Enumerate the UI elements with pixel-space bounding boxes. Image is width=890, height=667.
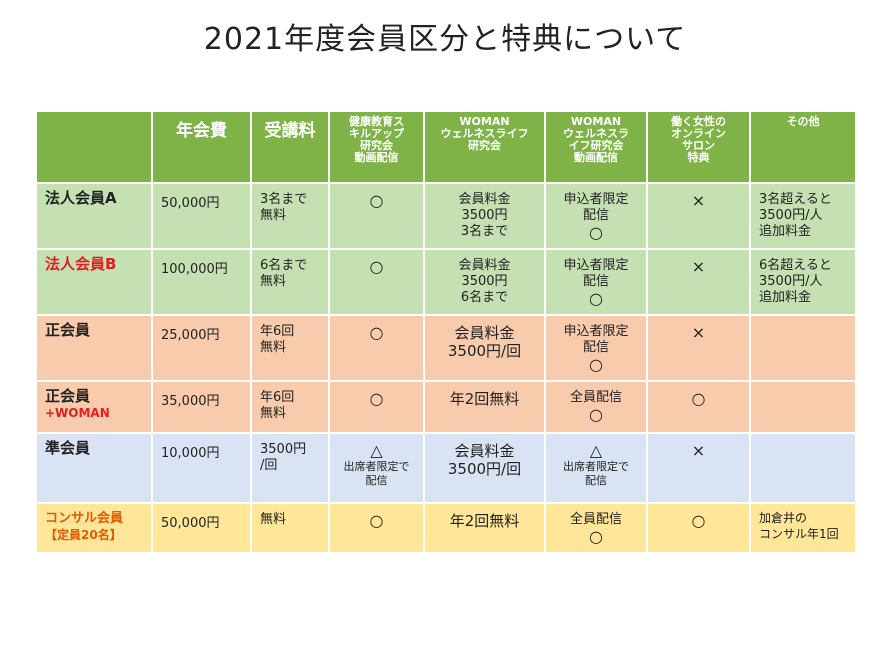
other: [749, 380, 857, 434]
annual-fee: 10,000円: [151, 432, 252, 504]
header-woman-video: WOMAN ウェルネスラ イフ研究会 動画配信: [544, 110, 648, 184]
skillup-video: ○: [328, 182, 425, 250]
table-row: 法人会員B 100,000円 6名まで 無料 ○ 会員料金 3500円 6名まで 申込…: [35, 248, 857, 316]
woman-video: 全員配信 ○: [544, 380, 648, 434]
skillup-video: ○: [328, 314, 425, 382]
woman-study: 会員料金 3500円/回: [423, 432, 546, 504]
tuition: 3名まで 無料: [250, 182, 330, 250]
table-row: 正会員 25,000円 年6回 無料 ○ 会員料金 3500円/回 申込者限定 配信 ○…: [35, 314, 857, 382]
page-title: 2021年度会員区分と特典について: [203, 22, 687, 57]
row-name: 準会員: [35, 432, 153, 504]
tuition: 年6回 無料: [250, 380, 330, 434]
row-name: コンサル会員 【定員20名】: [35, 502, 153, 554]
online-salon: ×: [646, 432, 751, 504]
online-salon: ×: [646, 182, 751, 250]
online-salon: ○: [646, 380, 751, 434]
annual-fee: 35,000円: [151, 380, 252, 434]
woman-study: 年2回無料: [423, 502, 546, 554]
table-row: 法人会員A 50,000円 3名まで 無料 ○ 会員料金 3500円 3名まで 申込者…: [35, 182, 857, 250]
woman-study: 年2回無料: [423, 380, 546, 434]
skillup-video: ○: [328, 502, 425, 554]
row-name: 法人会員A: [35, 182, 153, 250]
skillup-video: ○: [328, 380, 425, 434]
header-skillup-video: 健康教育ス キルアップ 研究会 動画配信: [328, 110, 425, 184]
tuition: 3500円/回: [250, 432, 330, 504]
annual-fee: 50,000円: [151, 182, 252, 250]
row-name: 法人会員B: [35, 248, 153, 316]
header-online-salon: 働く女性の オンライン サロン 特典: [646, 110, 751, 184]
table-row: コンサル会員 【定員20名】 50,000円 無料 ○ 年2回無料 全員配信 ○ ○…: [35, 502, 857, 554]
header-woman-study: WOMAN ウェルネスライフ 研究会: [423, 110, 546, 184]
annual-fee: 100,000円: [151, 248, 252, 316]
annual-fee: 50,000円: [151, 502, 252, 554]
online-salon: ×: [646, 248, 751, 316]
woman-video: 申込者限定 配信 ○: [544, 314, 648, 382]
woman-study: 会員料金 3500円/回: [423, 314, 546, 382]
header-empty: [35, 110, 153, 184]
online-salon: ○: [646, 502, 751, 554]
woman-video: 申込者限定 配信 ○: [544, 182, 648, 250]
table-row: 正会員 +WOMAN 35,000円 年6回 無料 ○ 年2回無料 全員配信 ○ ○: [35, 380, 857, 434]
tuition: 6名まで 無料: [250, 248, 330, 316]
other: 加倉井の コンサル年1回: [749, 502, 857, 554]
header-row: 年会費 受講料 健康教育ス キルアップ 研究会 動画配信 WOMAN ウェルネスライフ…: [35, 110, 857, 184]
woman-video: △ 出席者限定で 配信: [544, 432, 648, 504]
other: 3名超えると 3500円/人 追加料金: [749, 182, 857, 250]
header-annual-fee: 年会費: [151, 110, 252, 184]
row-name: 正会員 +WOMAN: [35, 380, 153, 434]
annual-fee: 25,000円: [151, 314, 252, 382]
tuition: 年6回 無料: [250, 314, 330, 382]
other: 6名超えると 3500円/人 追加料金: [749, 248, 857, 316]
table-row: 準会員 10,000円 3500円/回 △ 出席者限定で 配信 会員料金 3500円/…: [35, 432, 857, 504]
woman-video: 全員配信 ○: [544, 502, 648, 554]
membership-table: 年会費 受講料 健康教育ス キルアップ 研究会 動画配信 WOMAN ウェルネスライフ…: [35, 110, 857, 554]
woman-video: 申込者限定 配信 ○: [544, 248, 648, 316]
row-name: 正会員: [35, 314, 153, 382]
skillup-video: ○: [328, 248, 425, 316]
woman-study: 会員料金 3500円 3名まで: [423, 182, 546, 250]
other: [749, 432, 857, 504]
woman-study: 会員料金 3500円 6名まで: [423, 248, 546, 316]
tuition: 無料: [250, 502, 330, 554]
online-salon: ×: [646, 314, 751, 382]
skillup-video: △ 出席者限定で 配信: [328, 432, 425, 504]
header-other: その他: [749, 110, 857, 184]
other: [749, 314, 857, 382]
header-tuition: 受講料: [250, 110, 330, 184]
